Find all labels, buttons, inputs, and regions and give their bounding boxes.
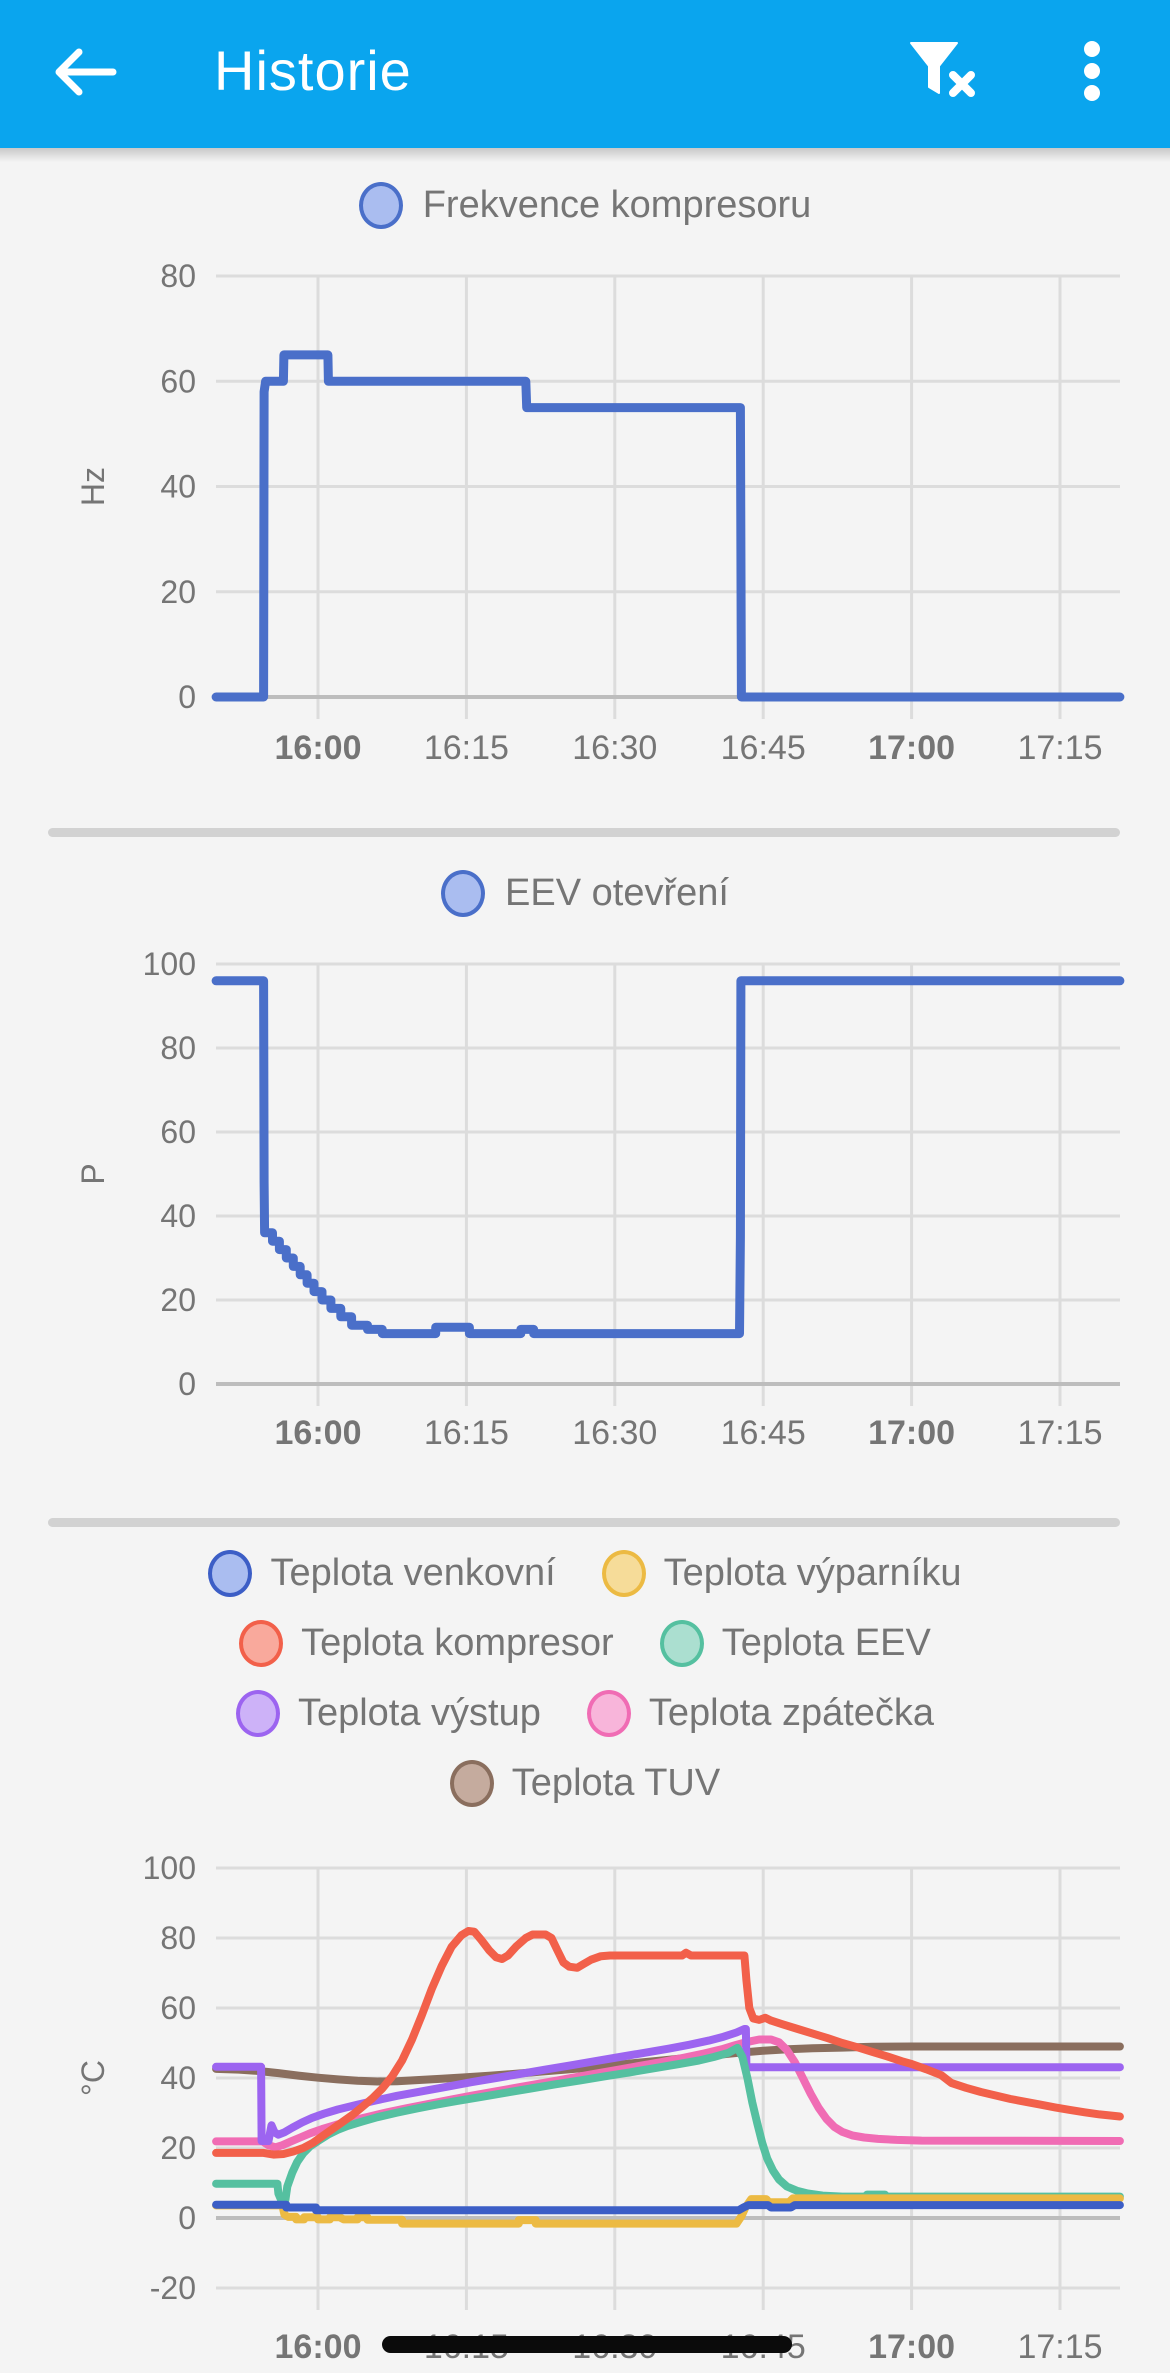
x-tick-label: 17:00 — [868, 2328, 955, 2366]
legend-item-teplota-kompresor[interactable]: Teplota kompresor — [239, 1620, 614, 1667]
x-tick-label: 16:15 — [424, 729, 509, 767]
series-marker-icon — [601, 1550, 646, 1597]
filter-remove-button[interactable] — [900, 30, 986, 116]
legend-item-teplota-výparníku[interactable]: Teplota výparníku — [601, 1550, 962, 1597]
x-tick-label: 16:00 — [275, 729, 362, 767]
series-line-teplota-venkovní — [212, 2200, 1124, 2215]
chart-frequency-legend[interactable]: Frekvence kompresoru — [0, 178, 1170, 232]
y-tick-label: 80 — [160, 1920, 196, 1956]
x-tick-label: 16:15 — [424, 1414, 509, 1452]
legend-item-teplota-eev[interactable]: Teplota EEV — [659, 1620, 931, 1667]
x-tick-label: 16:45 — [721, 729, 806, 767]
series-marker-icon — [239, 1620, 284, 1667]
chart-frequency-plot[interactable]: 16:00 16:15 16:30 16:45 17:00 17:15 0 20 40 60 80 H… — [0, 230, 1170, 790]
legend-item-label: Teplota výstup — [297, 1692, 541, 1734]
series-marker-icon — [441, 869, 486, 917]
legend-item-label: Teplota zpátečka — [648, 1692, 935, 1734]
y-tick-label: 60 — [160, 363, 196, 399]
series-marker-icon — [235, 1690, 280, 1737]
y-tick-label: 100 — [143, 946, 196, 982]
x-tick-label: 17:00 — [868, 729, 955, 767]
legend-row: Teplota výstup Teplota zpátečka — [235, 1690, 935, 1737]
x-tick-label: 17:00 — [868, 1414, 955, 1452]
x-tick-label: 17:15 — [1017, 2328, 1102, 2366]
series-line-teplota-kompresor — [212, 1927, 1124, 2159]
series-marker-icon — [586, 1690, 631, 1737]
chart-temperatures-plot[interactable]: 16:0016:1516:3016:4517:0017:15-200204060… — [0, 1840, 1170, 2373]
app-bar: Historie — [0, 0, 1170, 148]
time-scrubber[interactable] — [382, 2336, 792, 2353]
series-marker-icon — [358, 181, 403, 229]
y-axis-unit-label: P — [75, 1163, 111, 1184]
legend-item-label: Teplota kompresor — [301, 1622, 614, 1664]
chart-eev-title: EEV otevření — [505, 871, 729, 914]
y-tick-label: 40 — [160, 2060, 196, 2096]
y-tick-label: 40 — [160, 1198, 196, 1234]
y-tick-label: -20 — [150, 2270, 196, 2306]
legend-item-label: Teplota TUV — [511, 1762, 721, 1804]
series-line-teplota-výstup — [212, 2025, 1124, 2145]
y-tick-label: 100 — [143, 1850, 196, 1886]
x-tick-label: 16:30 — [572, 729, 657, 767]
legend-row: Teplota kompresor Teplota EEV — [239, 1620, 931, 1667]
y-tick-label: 20 — [160, 2130, 196, 2166]
dots-vertical-icon — [1082, 40, 1102, 107]
section-divider — [48, 1518, 1120, 1527]
legend-item-teplota-tuv[interactable]: Teplota TUV — [449, 1760, 721, 1807]
legend-item-teplota-výstup[interactable]: Teplota výstup — [235, 1690, 541, 1737]
section-divider — [48, 828, 1120, 837]
series-line-frekvence-kompresoru — [211, 350, 1125, 702]
chart-temperatures-legend: Teplota venkovní Teplota výparníku Teplota… — [0, 1550, 1170, 1807]
y-tick-label: 40 — [160, 469, 196, 505]
filter-remove-icon — [907, 40, 979, 107]
back-button[interactable] — [42, 36, 126, 112]
legend-item-label: Teplota EEV — [721, 1622, 931, 1664]
legend-item-teplota-zpátečka[interactable]: Teplota zpátečka — [586, 1690, 935, 1737]
app-bar-shadow — [0, 148, 1170, 162]
y-tick-label: 20 — [160, 1282, 196, 1318]
x-tick-label: 16:00 — [275, 2328, 362, 2366]
x-tick-label: 17:15 — [1017, 1414, 1102, 1452]
series-line-teplota-zpátečka — [212, 2035, 1124, 2152]
y-tick-label: 80 — [160, 1030, 196, 1066]
legend-item-teplota-venkovní[interactable]: Teplota venkovní — [208, 1550, 556, 1597]
series-line-eev-otevření — [211, 976, 1125, 1339]
series-marker-icon — [449, 1760, 494, 1807]
overflow-menu-button[interactable] — [1062, 30, 1122, 116]
chart-eev-plot[interactable]: 16:00 16:15 16:30 16:45 17:00 17:15 0 20 40 60 80 1… — [0, 920, 1170, 1480]
series-marker-icon — [208, 1550, 253, 1597]
y-tick-label: 0 — [178, 1366, 196, 1402]
y-tick-label: 20 — [160, 574, 196, 610]
y-axis-unit-label: Hz — [75, 467, 111, 506]
legend-item-label: Teplota venkovní — [270, 1552, 556, 1594]
x-tick-label: 17:15 — [1017, 729, 1102, 767]
y-tick-label: 60 — [160, 1114, 196, 1150]
x-tick-label: 16:00 — [275, 1414, 362, 1452]
x-tick-label: 16:45 — [721, 1414, 806, 1452]
legend-item-label: Teplota výparníku — [663, 1552, 962, 1594]
page-title: Historie — [214, 38, 412, 102]
series-marker-icon — [659, 1620, 704, 1667]
y-tick-label: 0 — [178, 2200, 196, 2236]
x-tick-label: 16:30 — [572, 1414, 657, 1452]
y-axis-unit-label: °C — [75, 2060, 111, 2096]
legend-row: Teplota TUV — [449, 1760, 721, 1807]
chart-eev-legend[interactable]: EEV otevření — [0, 866, 1170, 920]
chart-frequency-title: Frekvence kompresoru — [422, 183, 812, 226]
legend-row: Teplota venkovní Teplota výparníku — [208, 1550, 962, 1597]
y-tick-label: 60 — [160, 1990, 196, 2026]
y-tick-label: 80 — [160, 258, 196, 294]
arrow-left-icon — [51, 46, 117, 103]
y-tick-label: 0 — [178, 679, 196, 715]
